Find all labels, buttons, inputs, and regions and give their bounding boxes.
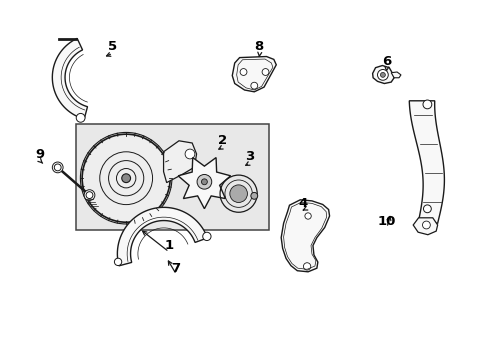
Polygon shape	[408, 101, 444, 223]
Polygon shape	[372, 66, 393, 84]
Ellipse shape	[423, 205, 430, 213]
Ellipse shape	[250, 82, 257, 89]
Ellipse shape	[422, 100, 431, 109]
Ellipse shape	[52, 162, 63, 173]
Ellipse shape	[122, 174, 130, 183]
Ellipse shape	[86, 192, 93, 199]
Ellipse shape	[250, 192, 257, 199]
Text: 1: 1	[164, 239, 173, 252]
Polygon shape	[232, 57, 276, 92]
Ellipse shape	[114, 258, 122, 266]
Ellipse shape	[54, 164, 61, 171]
Ellipse shape	[84, 190, 95, 201]
Ellipse shape	[377, 69, 387, 80]
Ellipse shape	[185, 149, 194, 159]
Polygon shape	[117, 207, 207, 266]
FancyBboxPatch shape	[76, 124, 268, 230]
Polygon shape	[281, 200, 329, 272]
Text: 7: 7	[171, 262, 180, 275]
Ellipse shape	[197, 175, 211, 189]
Ellipse shape	[422, 221, 429, 229]
Text: 3: 3	[244, 150, 253, 163]
Ellipse shape	[303, 263, 310, 270]
Ellipse shape	[203, 232, 211, 240]
Ellipse shape	[262, 68, 268, 76]
Text: 6: 6	[381, 55, 390, 68]
Ellipse shape	[240, 68, 246, 76]
Text: 5: 5	[108, 40, 117, 53]
Polygon shape	[390, 72, 400, 78]
Polygon shape	[52, 39, 87, 119]
Text: 8: 8	[254, 40, 263, 53]
Ellipse shape	[201, 179, 207, 185]
Ellipse shape	[380, 72, 385, 77]
Ellipse shape	[305, 213, 311, 219]
Polygon shape	[178, 158, 230, 209]
Ellipse shape	[229, 185, 247, 202]
Text: 10: 10	[376, 215, 395, 228]
Polygon shape	[163, 141, 196, 183]
Polygon shape	[412, 218, 437, 235]
Text: 2: 2	[218, 134, 226, 147]
Text: 4: 4	[298, 197, 307, 210]
Text: 9: 9	[36, 148, 44, 161]
Ellipse shape	[76, 113, 85, 122]
Ellipse shape	[82, 134, 170, 222]
